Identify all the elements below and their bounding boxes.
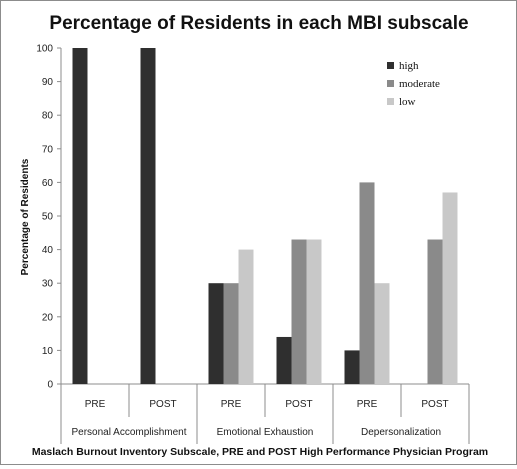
y-tick-label: 10 (42, 346, 54, 357)
x-tick-label: POST (421, 399, 448, 410)
group-label: Emotional Exhaustion (217, 427, 314, 438)
y-axis-label: Percentage of Residents (20, 158, 31, 275)
y-tick-label: 100 (36, 44, 53, 55)
bar-high-pre (72, 48, 88, 384)
bar-high-post (276, 336, 292, 384)
y-tick-label: 60 (42, 178, 54, 189)
bar-moderate-pre (359, 182, 375, 384)
bar-high-post (140, 48, 156, 384)
legend-label-high: high (399, 60, 419, 72)
y-tick-label: 80 (42, 111, 54, 122)
chart-title: Percentage of Residents in each MBI subs… (49, 13, 468, 34)
legend-swatch-moderate (387, 80, 394, 87)
x-tick-label: POST (285, 399, 312, 410)
plot-area: 0 10 20 30 40 50 60 70 80 90 100 PRE POST PRE POST PRE P… (36, 44, 470, 444)
y-tick-label: 0 (47, 380, 53, 391)
x-tick-label: PRE (221, 399, 242, 410)
bar-high-pre (344, 350, 360, 384)
group-label: Personal Accomplishment (71, 427, 186, 438)
bar-moderate-post (427, 239, 443, 384)
y-tick-label: 70 (42, 144, 54, 155)
x-axis-label: Maslach Burnout Inventory Subscale, PRE … (32, 446, 488, 458)
bar-low-post (306, 239, 322, 384)
bar-moderate-post (291, 239, 307, 384)
x-tick-label: POST (149, 399, 176, 410)
bar-high-pre (208, 283, 224, 384)
x-tick-label: PRE (357, 399, 378, 410)
bar-low-pre (238, 249, 254, 384)
legend-label-moderate: moderate (399, 78, 440, 90)
y-tick-label: 50 (42, 212, 54, 223)
y-tick-label: 40 (42, 245, 54, 256)
legend: high moderate low (387, 60, 440, 108)
y-tick-label: 20 (42, 312, 54, 323)
bar-low-pre (374, 283, 390, 384)
bar-moderate-pre (223, 283, 239, 384)
y-tick-label: 30 (42, 279, 54, 290)
legend-swatch-high (387, 62, 394, 69)
group-label: Depersonalization (361, 427, 441, 438)
x-tick-label: PRE (85, 399, 106, 410)
legend-label-low: low (399, 96, 416, 108)
bar-low-post (442, 192, 458, 384)
y-tick-label: 90 (42, 77, 54, 88)
legend-swatch-low (387, 98, 394, 105)
